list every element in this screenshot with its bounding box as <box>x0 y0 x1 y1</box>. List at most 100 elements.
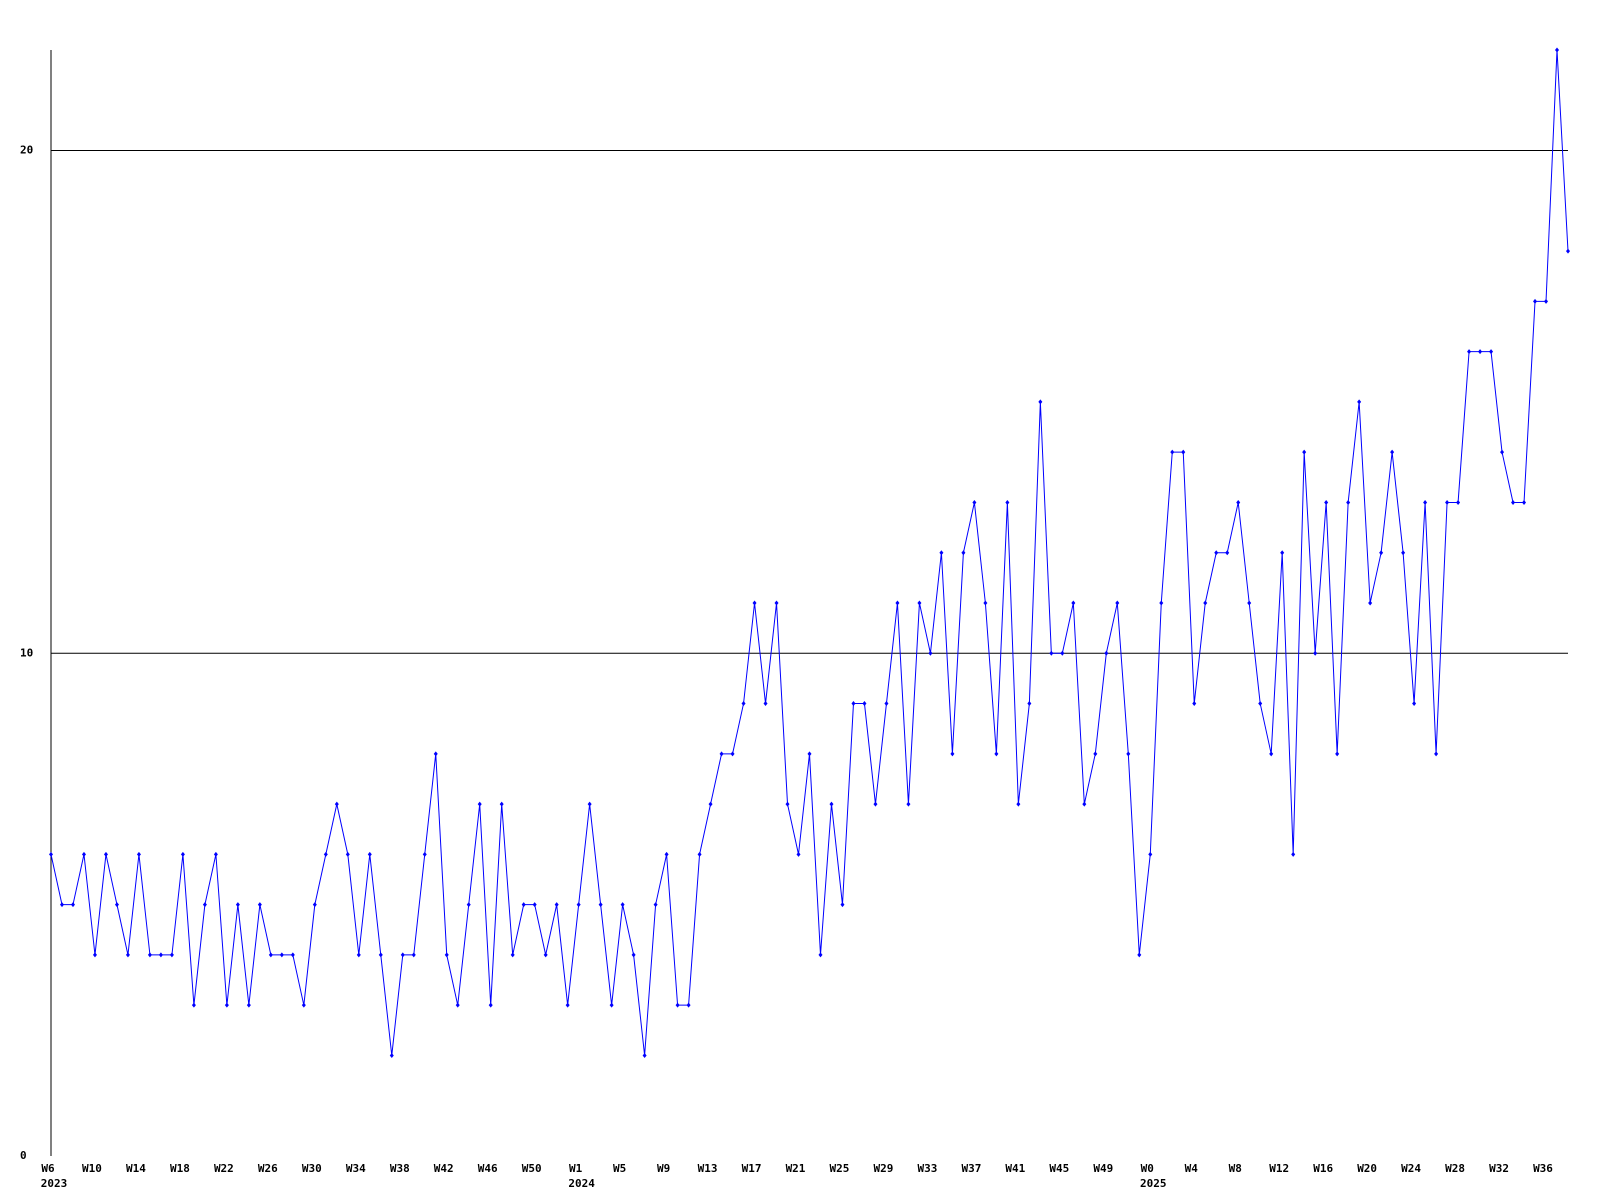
point-marker <box>631 952 636 958</box>
x-tick-label: W1 <box>569 1162 583 1175</box>
x-tick-label: W18 <box>170 1162 190 1175</box>
x-tick-label: W8 <box>1229 1162 1242 1175</box>
y-tick-label: 20 <box>20 144 33 157</box>
x-tick-label: W29 <box>874 1162 894 1175</box>
point-marker <box>246 1002 251 1008</box>
x-tick-label: W24 <box>1401 1162 1421 1175</box>
year-label: 2023 <box>41 1177 68 1190</box>
point-marker <box>609 1002 614 1008</box>
x-tick-label: W32 <box>1489 1162 1509 1175</box>
point-marker <box>587 801 592 807</box>
point-marker <box>884 701 889 707</box>
point-marker <box>1005 499 1010 505</box>
x-tick-label: W16 <box>1313 1162 1333 1175</box>
point-marker <box>950 751 955 757</box>
point-marker <box>862 701 867 707</box>
point-marker <box>1126 751 1131 757</box>
point-marker <box>653 902 658 908</box>
point-marker <box>1159 600 1164 606</box>
point-marker <box>81 851 86 857</box>
point-marker <box>1401 550 1406 556</box>
point-marker <box>1060 650 1065 656</box>
x-tick-label: W20 <box>1357 1162 1377 1175</box>
point-marker <box>466 902 471 908</box>
point-marker <box>70 902 75 908</box>
point-marker <box>1115 600 1120 606</box>
series-line <box>50 49 1569 1056</box>
point-marker <box>180 851 185 857</box>
point-marker <box>741 701 746 707</box>
point-marker <box>1555 47 1560 53</box>
point-marker <box>1544 298 1549 304</box>
point-marker <box>323 851 328 857</box>
point-marker <box>796 851 801 857</box>
x-tick-label: W41 <box>1005 1162 1025 1175</box>
point-marker <box>224 1002 229 1008</box>
x-tick-label: W33 <box>917 1162 937 1175</box>
x-tick-label: W46 <box>478 1162 498 1175</box>
year-label: 2024 <box>568 1177 595 1190</box>
x-tick-label: W5 <box>613 1162 626 1175</box>
point-marker <box>59 902 64 908</box>
x-tick-label: W10 <box>82 1162 102 1175</box>
x-tick-label: W4 <box>1185 1162 1199 1175</box>
point-marker <box>576 902 581 908</box>
point-marker <box>510 952 515 958</box>
point-marker <box>1456 499 1461 505</box>
point-marker <box>1214 550 1219 556</box>
point-marker <box>774 600 779 606</box>
point-marker <box>1203 600 1208 606</box>
point-marker <box>994 751 999 757</box>
point-marker <box>158 952 163 958</box>
point-marker <box>1566 248 1570 254</box>
point-marker <box>125 952 130 958</box>
point-marker <box>147 952 152 958</box>
x-tick-label: W25 <box>830 1162 850 1175</box>
point-marker <box>1467 349 1472 355</box>
point-marker <box>202 902 207 908</box>
point-marker <box>235 902 240 908</box>
point-marker <box>1027 701 1032 707</box>
point-marker <box>268 952 273 958</box>
point-marker <box>1500 449 1505 455</box>
point-marker <box>1082 801 1087 807</box>
point-marker <box>1335 751 1340 757</box>
x-tick-label: W45 <box>1049 1162 1069 1175</box>
point-marker <box>1478 349 1483 355</box>
point-marker <box>939 550 944 556</box>
point-marker <box>1236 499 1241 505</box>
point-marker <box>191 1002 196 1008</box>
x-tick-label: W34 <box>346 1162 366 1175</box>
point-marker <box>521 902 526 908</box>
point-marker <box>444 952 449 958</box>
point-marker <box>1225 550 1230 556</box>
point-marker <box>49 851 53 857</box>
point-marker <box>345 851 350 857</box>
point-marker <box>169 952 174 958</box>
point-marker <box>730 751 735 757</box>
point-marker <box>895 600 900 606</box>
point-marker <box>1093 751 1098 757</box>
point-marker <box>543 952 548 958</box>
point-marker <box>114 902 119 908</box>
point-marker <box>400 952 405 958</box>
point-marker <box>1148 851 1153 857</box>
point-marker <box>1324 499 1329 505</box>
point-marker <box>1192 701 1197 707</box>
x-tick-label: W14 <box>126 1162 146 1175</box>
point-marker <box>136 851 141 857</box>
x-tick-label: W21 <box>786 1162 806 1175</box>
x-tick-label: W49 <box>1093 1162 1113 1175</box>
point-marker <box>257 902 262 908</box>
point-marker <box>664 851 669 857</box>
point-marker <box>477 801 482 807</box>
point-marker <box>829 801 834 807</box>
point-marker <box>1104 650 1109 656</box>
point-marker <box>763 701 768 707</box>
point-marker <box>1038 399 1043 405</box>
point-marker <box>1016 801 1021 807</box>
point-marker <box>1302 449 1307 455</box>
point-marker <box>1434 751 1439 757</box>
point-marker <box>1313 650 1318 656</box>
